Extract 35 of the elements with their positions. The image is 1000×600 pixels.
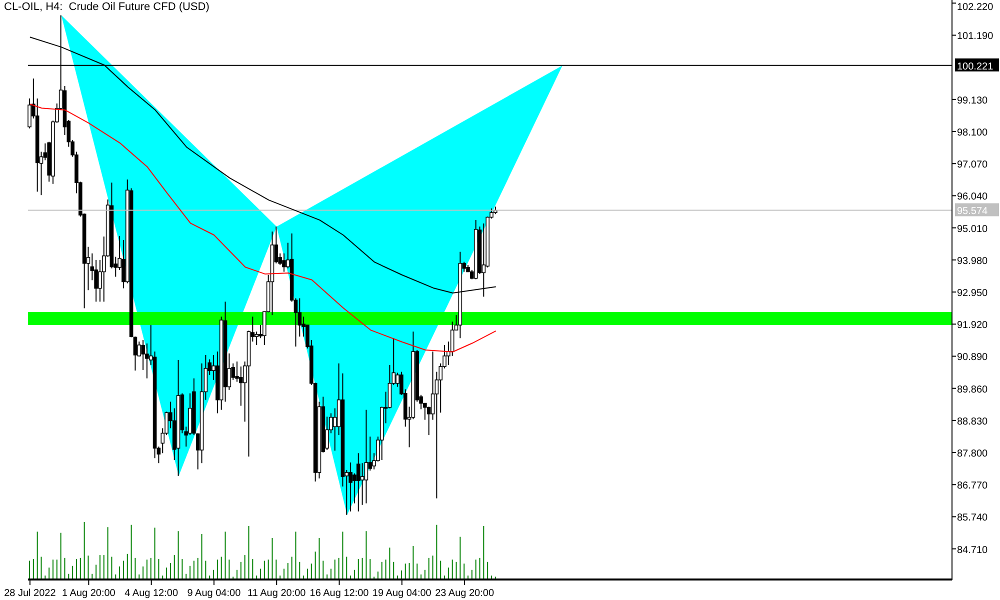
y-tick-label: 101.190	[957, 31, 994, 42]
x-tick-label: 23 Aug 20:00	[435, 588, 494, 599]
y-tick-label: 98.100	[957, 128, 988, 139]
candlestick	[356, 452, 360, 512]
x-tick-label: 28 Jul 2022	[4, 588, 56, 599]
candlestick	[298, 298, 302, 338]
y-tick-label: 91.920	[957, 320, 988, 332]
x-tick-label: 16 Aug 12:00	[310, 588, 370, 599]
y-tick-label: 96.040	[957, 192, 988, 203]
y-tick-label: 99.130	[957, 95, 988, 106]
y-tick-label: 97.070	[957, 160, 988, 171]
y-tick-label: 84.710	[957, 544, 988, 556]
x-tick-label: 11 Aug 20:00	[248, 588, 306, 599]
y-tick-label: 86.770	[957, 480, 988, 492]
y-tick-label: 90.890	[957, 352, 988, 364]
candlestick	[364, 409, 368, 504]
candlestick	[348, 462, 352, 512]
candlestick	[282, 252, 286, 272]
x-tick-label: 9 Aug 04:00	[187, 588, 242, 599]
y-tick-label: 102.220	[957, 2, 994, 13]
ref-line-label: 95.574	[957, 206, 988, 218]
y-tick-label: 92.950	[957, 288, 988, 300]
x-tick-label: 19 Aug 04:00	[372, 588, 432, 599]
candlestick	[360, 462, 364, 506]
chart-title: CL-OIL, H4: Crude Oil Future CFD (USD)	[4, 1, 210, 13]
y-tick-label: 87.800	[957, 448, 988, 460]
y-tick-label: 85.740	[957, 512, 988, 524]
y-tick-label: 95.010	[957, 224, 988, 235]
x-tick-label: 4 Aug 12:00	[124, 588, 178, 599]
x-tick-label: 1 Aug 20:00	[62, 588, 116, 599]
y-tick-label: 88.830	[957, 416, 988, 428]
y-tick-label: 93.980	[957, 256, 988, 267]
y-tick-label: 89.860	[957, 384, 988, 396]
ref-line-label: 100.221	[957, 61, 994, 72]
line-series	[29, 104, 496, 352]
